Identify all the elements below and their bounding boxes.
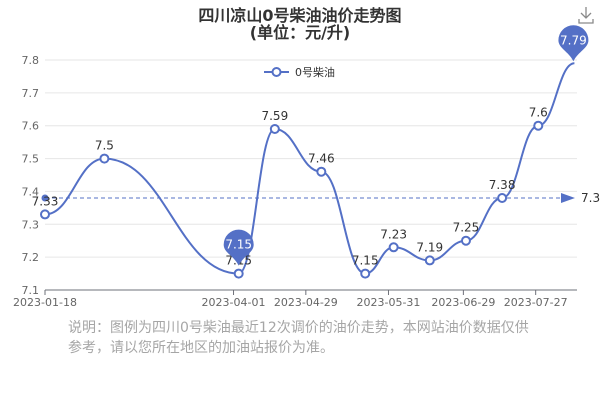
y-tick-label: 7.4 — [22, 185, 40, 198]
legend-label: 0号柴油 — [295, 65, 335, 79]
x-axis: 2023-01-18 2023-04-01 2023-04-29 2023-05-31… — [13, 289, 577, 309]
max-mark-label: 7.79 — [560, 33, 587, 47]
y-tick-label: 7.3 — [22, 218, 40, 231]
y-axis: 7.1 7.2 7.3 7.4 7.5 7.6 7.7 7.8 — [22, 54, 40, 297]
series-points — [40, 120, 544, 279]
data-point — [360, 268, 371, 279]
chart-subtitle: (单位：元/升) — [250, 23, 350, 42]
data-label: 7.19 — [416, 240, 443, 254]
data-point — [269, 124, 280, 134]
x-tick-label: 2023-05-31 — [357, 296, 421, 309]
min-mark-label: 7.15 — [225, 238, 252, 252]
download-icon — [578, 7, 594, 24]
data-label: 7.23 — [380, 227, 407, 241]
data-label: 7.38 — [489, 178, 516, 192]
data-point — [460, 235, 471, 246]
data-point — [388, 242, 399, 253]
x-tick-label: 2023-04-29 — [274, 296, 338, 309]
data-label: 7.6 — [529, 106, 548, 120]
x-tick-label: 2023-01-18 — [13, 296, 77, 309]
data-point — [316, 166, 327, 177]
data-point — [99, 153, 110, 164]
x-tick-label: 2023-07-27 — [504, 296, 568, 309]
max-mark-pin — [558, 25, 589, 62]
series-line — [44, 62, 575, 275]
data-label: 7.15 — [352, 254, 379, 268]
data-point — [497, 193, 508, 203]
legend[interactable]: 0号柴油 — [264, 65, 335, 79]
data-point — [424, 255, 435, 266]
legend-marker-icon — [271, 67, 282, 77]
data-labels: 7.337.57.157.597.467.157.237.197.257.387… — [32, 106, 548, 268]
min-mark-pin — [223, 229, 254, 266]
y-tick-label: 7.7 — [22, 87, 40, 100]
y-tick-label: 7.1 — [22, 284, 40, 297]
data-point — [533, 120, 544, 131]
data-label: 7.33 — [32, 194, 59, 208]
data-point — [40, 209, 50, 220]
mark-line: 7.3 — [41, 191, 600, 205]
y-tick-label: 7.2 — [22, 251, 40, 264]
y-tick-label: 7.8 — [22, 54, 40, 67]
data-label: 7.5 — [95, 139, 114, 153]
mark-line-label: 7.3 — [581, 191, 600, 205]
grid — [45, 59, 577, 258]
x-tick-label: 2023-04-01 — [202, 296, 266, 309]
y-tick-label: 7.5 — [22, 153, 40, 166]
chart-title: 四川凉山0号柴油油价走势图 — [198, 6, 401, 25]
footnote: 说明：图例为四川0号柴油最近12次调价的油价走势，本网站油价数据仅供参考，请以您… — [68, 320, 529, 356]
download-button[interactable] — [578, 7, 594, 24]
data-label: 7.25 — [453, 221, 480, 235]
x-tick-label: 2023-06-29 — [431, 296, 495, 309]
data-point — [233, 268, 244, 279]
data-label: 7.59 — [261, 109, 288, 123]
mark-points: 7.79 7.15 — [223, 25, 589, 266]
y-tick-label: 7.6 — [22, 120, 40, 133]
mark-line-arrow — [561, 193, 575, 203]
data-label: 7.46 — [308, 152, 335, 166]
